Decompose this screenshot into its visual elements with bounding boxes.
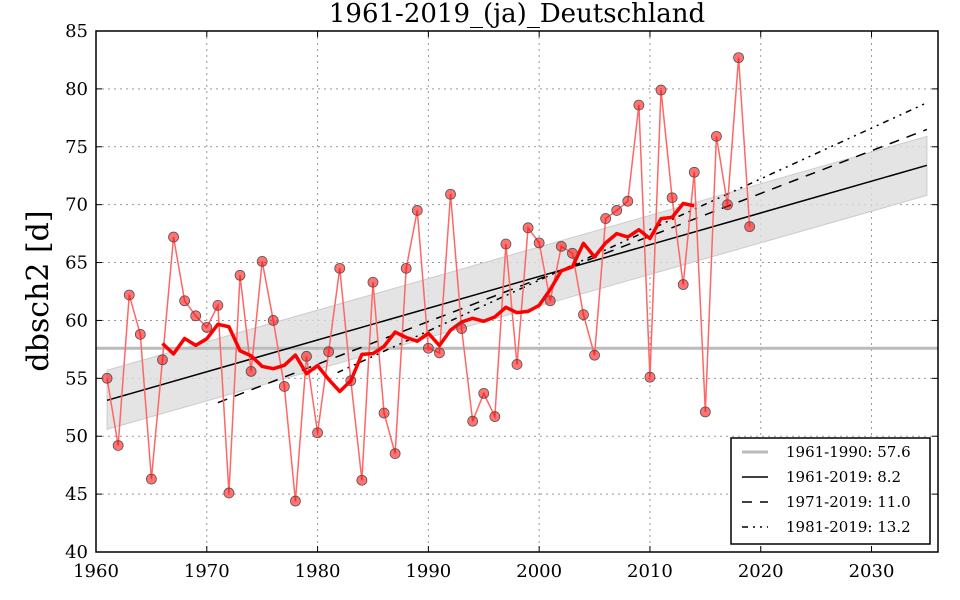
data-point — [212, 299, 224, 311]
data-point — [500, 238, 512, 250]
x-tick-label: 1970 — [184, 561, 230, 582]
data-point — [445, 188, 456, 200]
data-point — [112, 440, 124, 451]
legend-label: 1971-2019: 11.0 — [786, 493, 911, 511]
data-point — [134, 328, 146, 340]
data-point — [179, 295, 191, 307]
legend-label: 1961-2019: 8.2 — [786, 468, 901, 486]
data-point — [544, 295, 556, 307]
plot-frame — [95, 30, 939, 553]
y-tick-label: 60 — [65, 310, 88, 331]
y-tick-label: 75 — [65, 137, 88, 158]
chart-title: 1961-2019_(ja)_Deutschland — [329, 0, 705, 29]
x-tick-label: 2020 — [738, 561, 784, 582]
data-point — [711, 130, 722, 142]
data-point — [378, 407, 390, 419]
y-tick-label: 55 — [65, 368, 88, 389]
legend-label: 1961-1990: 57.6 — [786, 443, 911, 461]
legend-label: 1981-2019: 13.2 — [786, 518, 911, 536]
data-point — [201, 321, 213, 333]
data-point — [589, 349, 600, 361]
y-tick-label: 45 — [65, 484, 88, 505]
data-point — [522, 222, 534, 234]
y-tick-label: 65 — [65, 253, 88, 274]
data-point — [256, 255, 268, 267]
data-point — [345, 375, 357, 387]
data-point — [101, 372, 113, 384]
data-point — [267, 315, 279, 326]
data-point — [400, 262, 412, 274]
data-point — [145, 473, 157, 485]
data-point — [611, 205, 623, 216]
data-point — [168, 231, 179, 243]
y-tick-label: 80 — [65, 79, 88, 100]
data-point — [478, 387, 490, 399]
x-tick-label: 2010 — [627, 561, 673, 582]
y-tick-label: 40 — [65, 542, 88, 563]
y-tick-label: 85 — [65, 21, 88, 42]
moving-average-line — [161, 201, 695, 394]
y-tick-label: 70 — [65, 195, 88, 216]
x-tick-label: 1990 — [405, 561, 451, 582]
data-point — [533, 237, 545, 249]
data-point — [456, 323, 468, 334]
data-point — [301, 350, 312, 362]
data-point — [290, 495, 301, 507]
data-point — [190, 310, 202, 322]
data-point — [323, 346, 335, 358]
legend: 1961-1990: 57.6 1961-2019: 8.2 1971-2019: … — [730, 437, 931, 545]
data-point — [600, 213, 612, 224]
data-point — [223, 487, 235, 499]
x-tick-label: 1960 — [73, 561, 119, 582]
data-point — [699, 406, 711, 418]
data-point — [655, 84, 667, 96]
data-point — [434, 347, 445, 359]
data-point — [234, 269, 246, 281]
data-point — [622, 195, 634, 207]
x-tick-label: 1980 — [295, 561, 341, 582]
axis-ticks: 1960 1970 1980 1990 2000 2010 2020 2030 40 45 50 55… — [65, 21, 938, 582]
data-point — [555, 240, 567, 252]
trend-line — [106, 164, 928, 402]
data-point — [644, 371, 656, 383]
data-point — [334, 262, 346, 274]
data-series — [101, 52, 756, 507]
data-point — [411, 205, 423, 216]
data-point — [245, 365, 257, 377]
data-point — [688, 166, 700, 178]
data-point — [489, 411, 501, 422]
data-point — [157, 354, 168, 366]
data-point — [123, 289, 135, 301]
x-tick-label: 2000 — [516, 561, 562, 582]
data-point — [422, 342, 434, 354]
data-point — [467, 415, 479, 427]
data-point — [633, 99, 645, 111]
data-point — [356, 474, 368, 486]
data-point — [511, 359, 523, 370]
data-point — [278, 381, 290, 392]
data-point — [578, 309, 589, 321]
data-point — [312, 427, 323, 439]
data-point — [389, 448, 401, 459]
data-point — [744, 221, 756, 233]
y-axis-label: dbsch2 [d] — [21, 210, 56, 371]
data-point — [666, 192, 678, 204]
legend-box — [730, 437, 931, 545]
x-tick-label: 2030 — [849, 561, 895, 582]
data-point — [367, 276, 379, 288]
data-point — [677, 279, 689, 290]
y-tick-label: 50 — [65, 426, 88, 447]
data-point — [722, 199, 733, 211]
data-point — [733, 52, 744, 64]
data-point — [566, 247, 578, 259]
